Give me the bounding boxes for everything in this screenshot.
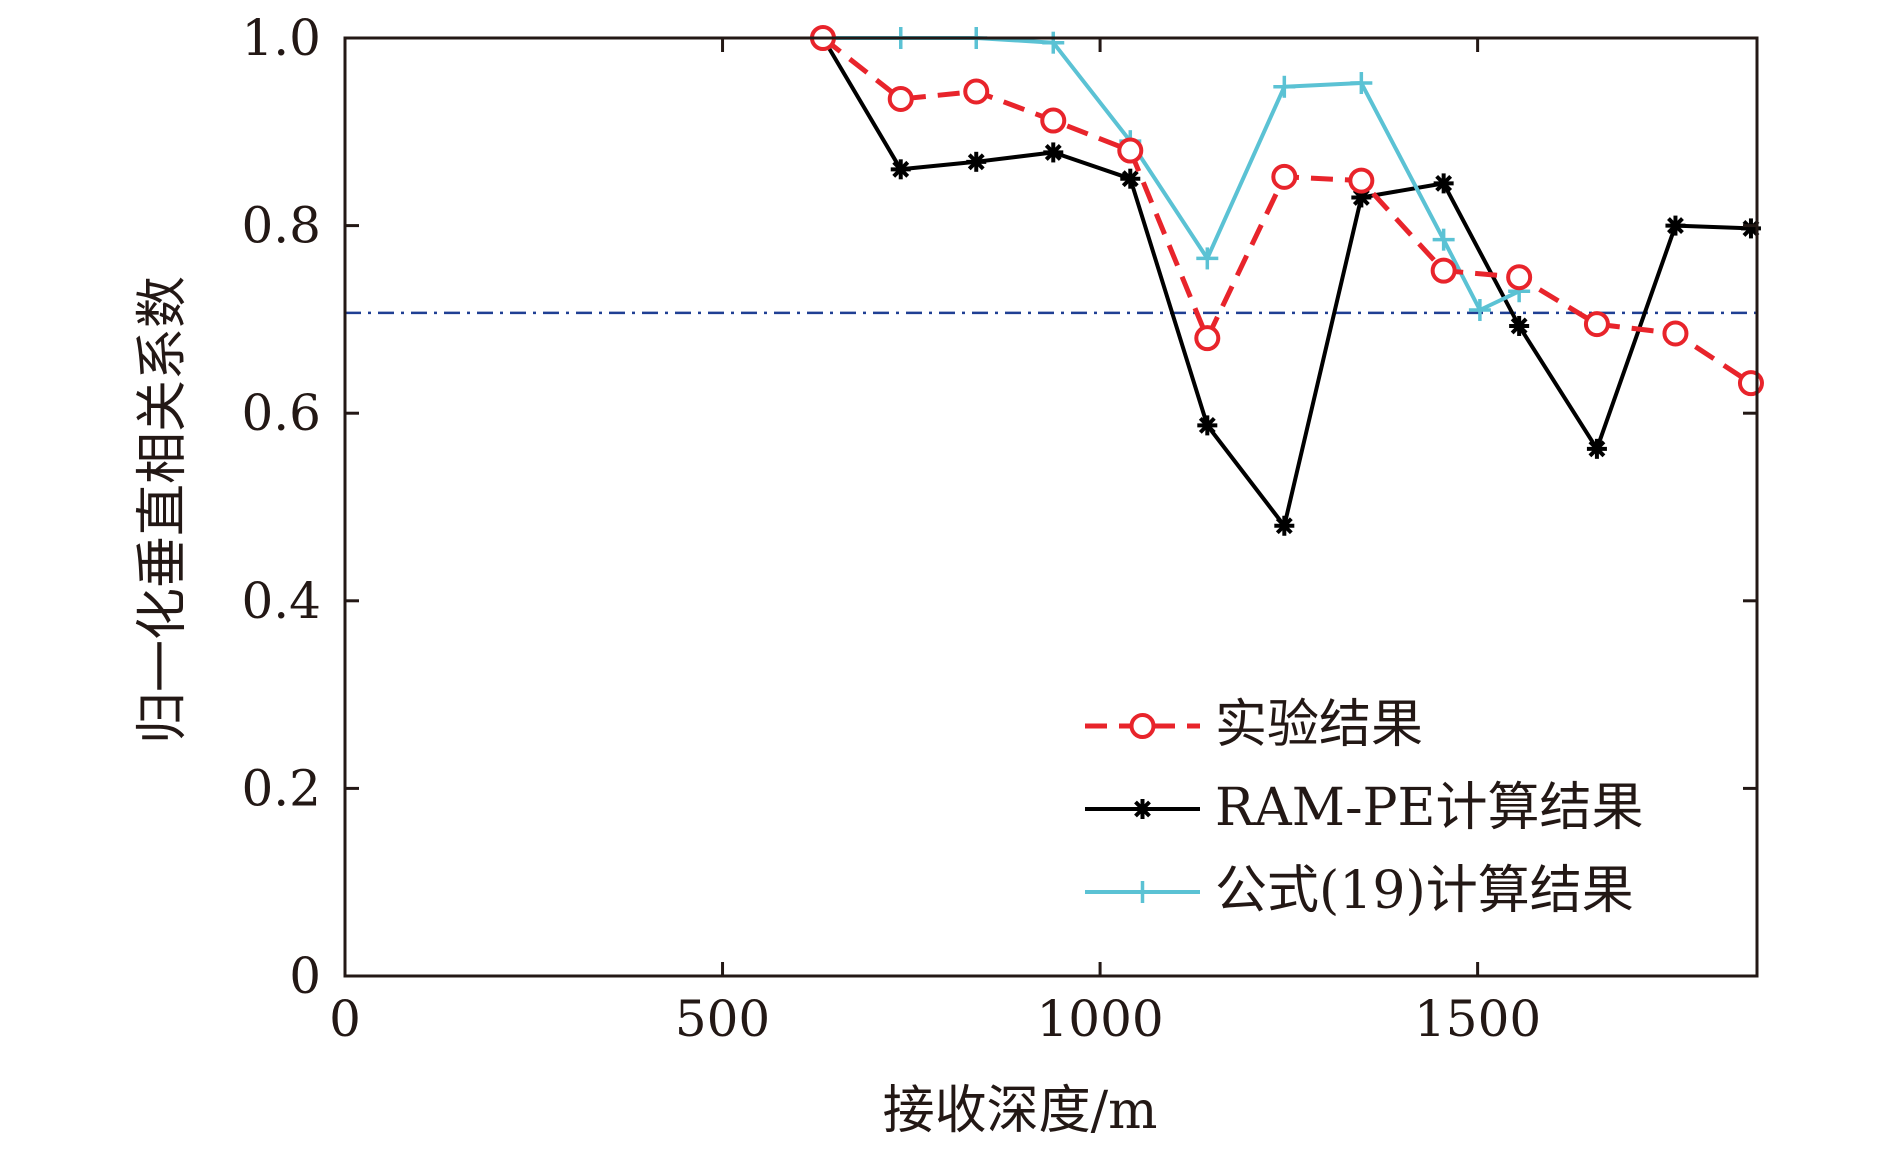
series-line [821,36,1753,386]
asterisk-core [1438,178,1449,189]
asterisk-core [1202,420,1213,431]
data-point-circle [1117,137,1144,164]
data-point-circle [887,85,914,112]
series-0 [809,25,1764,397]
legend-item-experiment [1085,713,1200,739]
series-line [823,36,1520,312]
y-axis-title: 归一化垂直相关系数 [133,276,193,744]
data-point-asterisk [1120,168,1141,189]
x-tick-label: 1500 [1414,990,1541,1048]
data-point-asterisk [1197,415,1218,436]
asterisk-core [971,156,982,167]
data-point-circle [1040,107,1067,134]
series-2 [811,27,1531,322]
data-point-asterisk [1132,799,1153,819]
y-tick-label: 0.4 [241,572,321,630]
data-point-circle [1129,713,1156,739]
x-tick-label: 500 [675,990,770,1048]
data-point-circle [963,78,990,105]
data-point-circle [1430,257,1457,284]
series-1 [812,28,1761,536]
y-tick-label: 0.8 [241,197,321,255]
y-tick-label: 0 [289,947,321,1005]
data-point-asterisk [1665,215,1686,236]
asterisk-core [1356,192,1367,203]
legend-label-ram-pe: RAM-PE计算结果 [1215,778,1643,838]
series-line [821,36,1752,528]
asterisk-core [1591,443,1602,454]
data-point-asterisk [890,159,911,180]
asterisk-core [1137,804,1148,814]
asterisk-core [1670,220,1681,231]
x-axis-title: 接收深度/m [883,1081,1158,1141]
data-point-plus [1196,247,1219,270]
asterisk-core [895,164,906,175]
data-point-circle [1506,264,1533,291]
asterisk-core [1125,173,1136,184]
y-tick-label: 0.6 [241,384,321,442]
data-point-circle [1194,325,1221,352]
data-point-circle [1737,370,1764,397]
data-point-circle [1348,167,1375,194]
data-point-asterisk [1509,315,1530,336]
data-point-asterisk [1043,142,1064,163]
x-tick-label: 0 [329,990,361,1048]
data-point-plus [1131,881,1154,903]
plot-frame [343,36,1759,978]
data-point-plus [1042,31,1065,54]
data-point-asterisk [1274,515,1295,536]
data-point-plus [1432,228,1455,251]
y-tick-label: 0.2 [241,759,321,817]
data-point-plus [1468,299,1491,322]
data-point-circle [1271,163,1298,190]
asterisk-core [1279,520,1290,531]
data-point-asterisk [1433,173,1454,194]
y-tick-label: 1.0 [241,9,321,67]
data-point-asterisk [1586,438,1607,459]
data-point-asterisk [966,151,987,172]
legend-item-formula [1085,881,1200,903]
legend-label-formula: 公式(19)计算结果 [1215,861,1634,921]
data-point-circle [1662,320,1689,347]
asterisk-core [1048,147,1059,158]
data-point-circle [1583,311,1610,338]
data-point-plus [1273,75,1296,98]
legend-item-ram-pe [1085,799,1200,819]
data-point-plus [1350,72,1373,95]
asterisk-core [1514,320,1525,331]
x-tick-label: 1000 [1036,990,1163,1048]
legend: 实验结果 RAM-PE计算结果 公式(19)计算结果 [1085,695,1643,921]
legend-label-experiment: 实验结果 [1215,695,1423,755]
